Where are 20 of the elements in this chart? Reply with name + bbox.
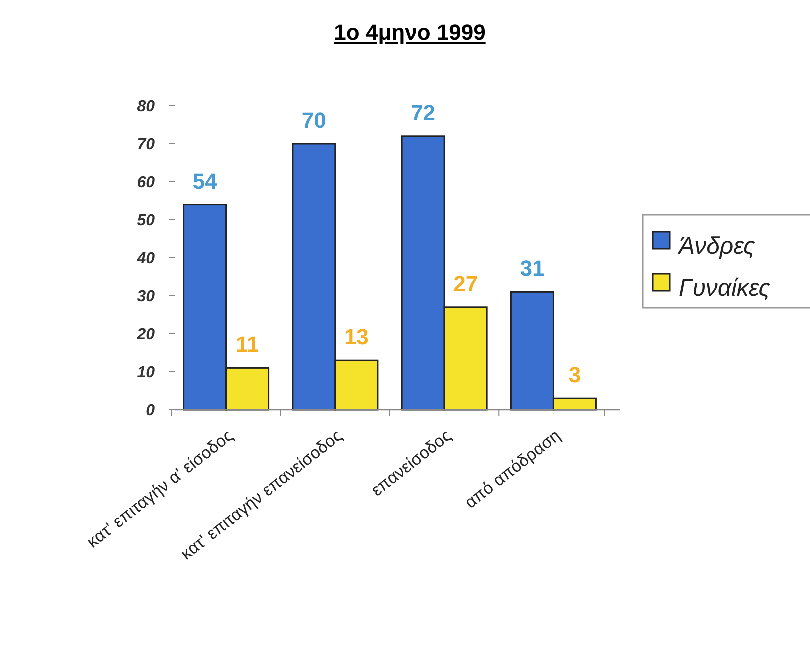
data-label: 3 [568, 362, 582, 388]
y-tick-label: 0 [146, 402, 156, 420]
y-tick-label: 80 [137, 98, 156, 116]
data-label: 31 [520, 256, 545, 282]
y-tick-label: 40 [136, 250, 156, 268]
y-tick-label: 70 [137, 136, 156, 154]
data-label: 13 [344, 324, 369, 350]
data-label: 72 [411, 100, 436, 126]
y-tick-label: 50 [137, 212, 156, 230]
y-tick-label: 60 [137, 174, 156, 192]
data-label: 11 [236, 332, 260, 358]
y-tick-label: 10 [137, 364, 156, 382]
legend-label: Άνδρες [677, 233, 756, 260]
legend-label: Γυναίκες [679, 275, 771, 302]
y-tick-label: 20 [136, 326, 156, 344]
y-tick-label: 30 [137, 288, 156, 306]
data-label: 70 [302, 108, 326, 133]
data-label: 54 [192, 168, 218, 194]
chart-title: 1ο 4μηνο 1999 [334, 20, 486, 45]
data-label: 27 [454, 271, 478, 296]
